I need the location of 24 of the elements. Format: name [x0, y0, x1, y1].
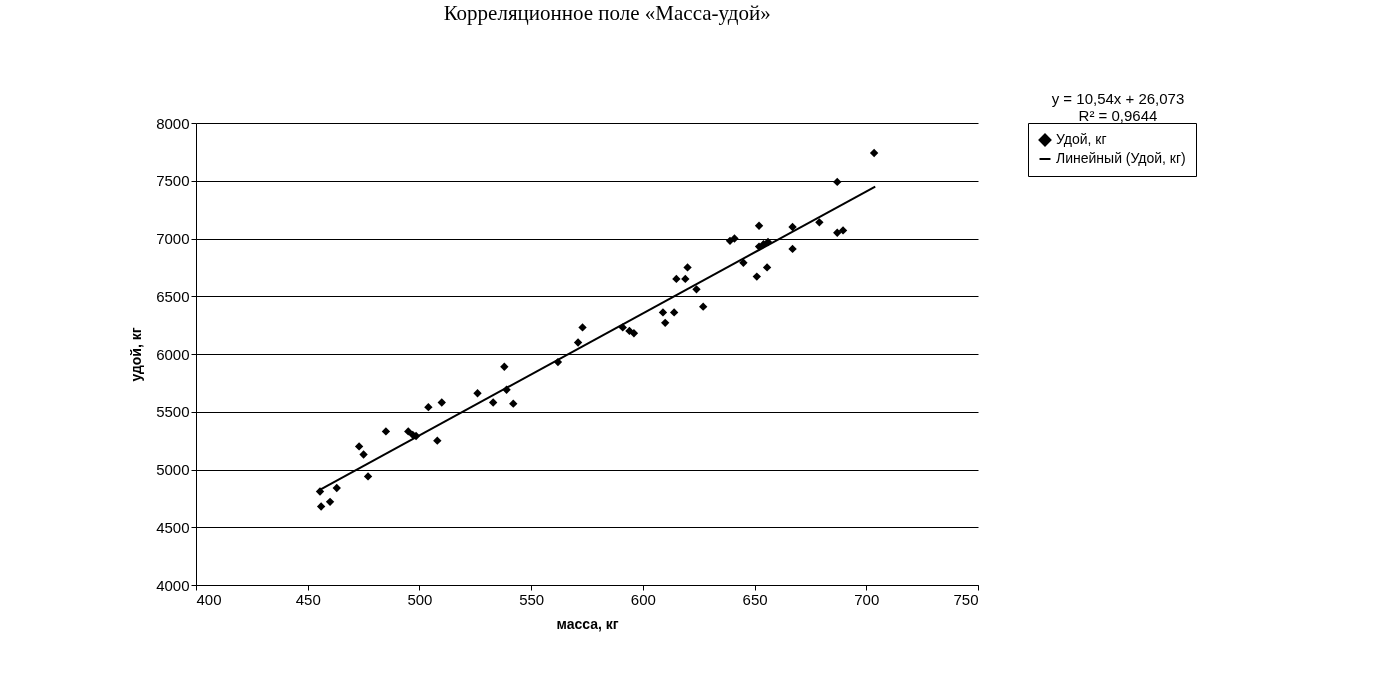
x-tick-label: 450 [295, 590, 321, 608]
x-tick-label: 600 [630, 590, 656, 608]
text: R² = 0,9644 [1078, 107, 1158, 124]
y-tick-label: 8000 [156, 114, 190, 132]
y-tick-label: 4500 [156, 518, 190, 536]
chart-title: Корреляционное поле «Масса-удой» [443, 1, 771, 25]
y-axis-title: удой, кг [128, 327, 145, 382]
text: y = 10,54x + 26,073 [1051, 90, 1185, 107]
y-tick-label: 6500 [156, 287, 190, 305]
legend-label: Удой, кг [1056, 131, 1107, 147]
x-tick-label: 500 [407, 590, 433, 608]
x-tick-label: 400 [196, 590, 222, 608]
y-tick-label: 6000 [156, 345, 190, 363]
y-tick-label: 5000 [156, 461, 190, 478]
y-tick-label: 7000 [156, 230, 190, 247]
y-tick-label: 7500 [156, 172, 190, 190]
y-tick-label: 5500 [156, 403, 190, 421]
legend-label: Линейный (Удой, кг) [1056, 150, 1186, 166]
x-tick-label: 550 [519, 590, 545, 608]
x-axis-title: масса, кг [556, 615, 619, 632]
x-tick-label: 700 [854, 590, 880, 608]
x-tick-label: 750 [953, 590, 979, 608]
y-tick-label: 4000 [156, 576, 190, 594]
x-tick-label: 650 [742, 590, 768, 608]
